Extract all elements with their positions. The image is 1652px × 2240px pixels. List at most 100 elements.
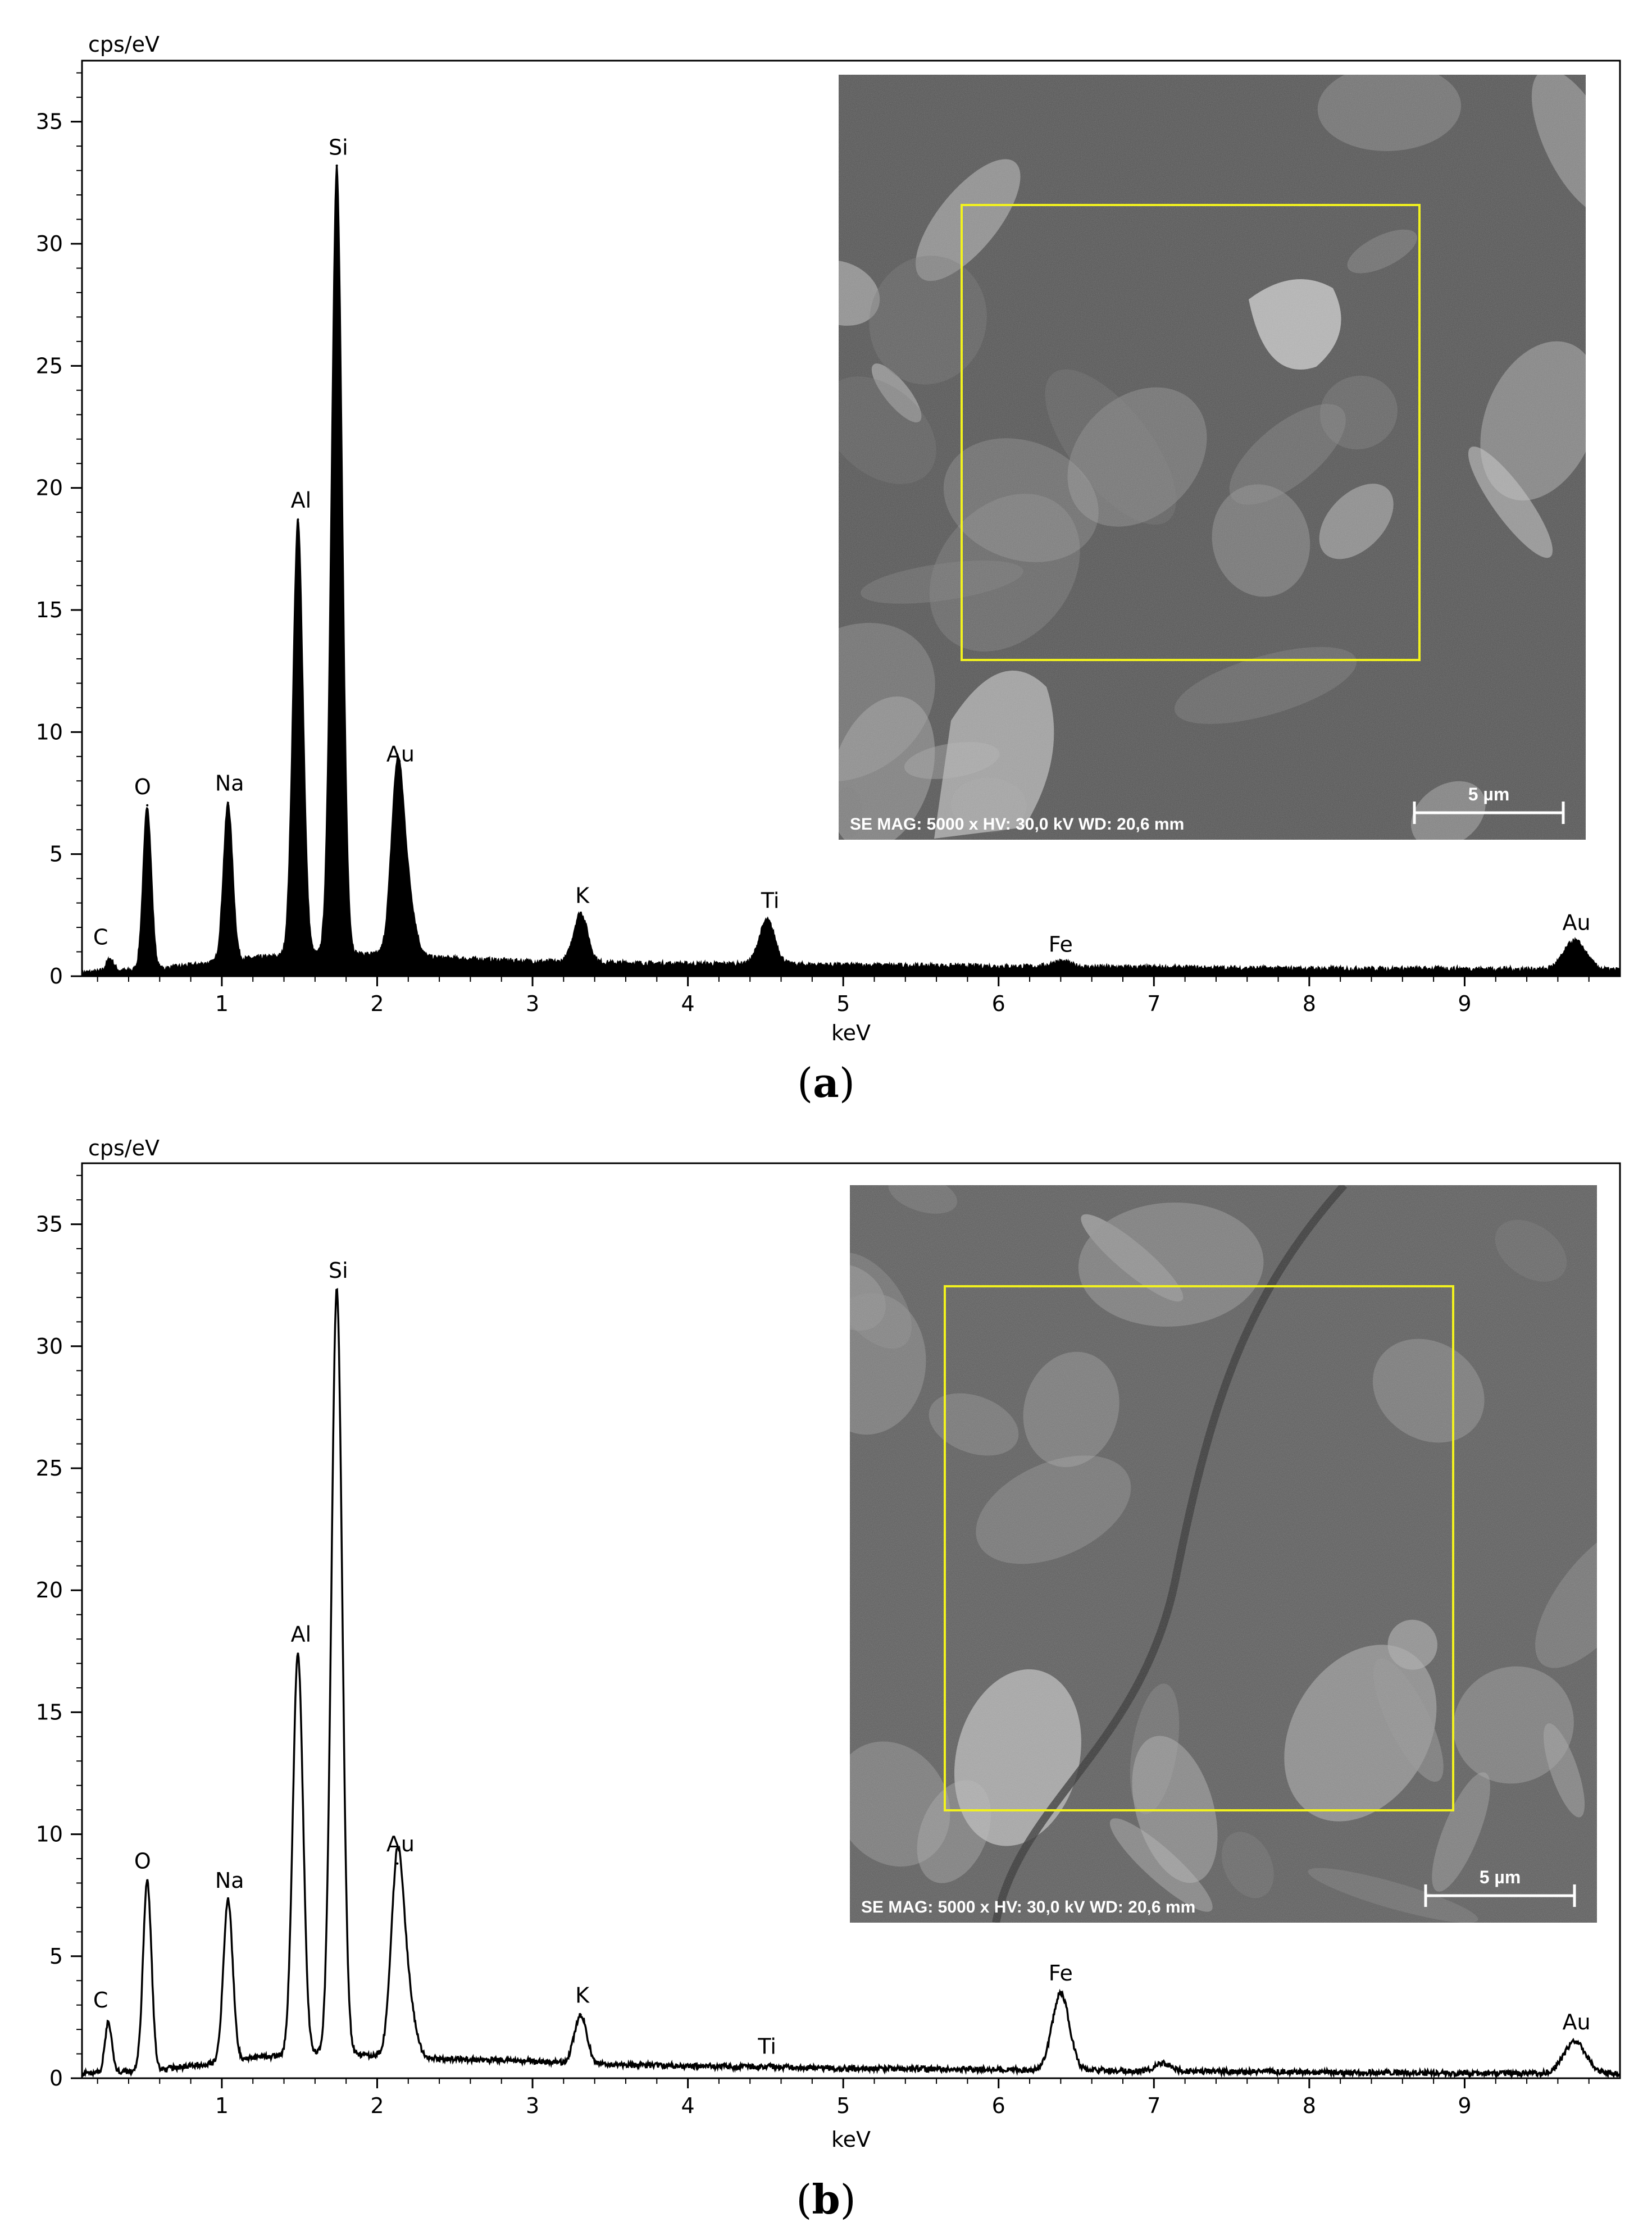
x-tick-label: 9	[1458, 2093, 1471, 2118]
peak-label-au: Au	[386, 741, 415, 766]
plot-frame	[81, 60, 1621, 977]
panel-caption: (a)	[797, 1059, 855, 1107]
peak-label-ti: Ti	[757, 2034, 776, 2059]
x-tick-label: 9	[1458, 991, 1471, 1016]
spectrum-area	[81, 164, 1621, 977]
y-tick-label: 35	[36, 1212, 63, 1237]
scale-bar-label: 5 µm	[1468, 784, 1510, 804]
peak-label-k: K	[575, 884, 590, 908]
peak-point	[108, 958, 111, 960]
plot-frame	[81, 1162, 1621, 2079]
peak-label-au: Au	[386, 1832, 415, 1856]
peak-label-c: C	[93, 1988, 108, 2013]
peak-point	[1059, 1991, 1062, 1994]
micrograph-noise	[850, 1185, 1597, 1923]
peak-point	[1573, 2040, 1576, 2043]
peak-label-na: Na	[215, 1868, 244, 1893]
y-axis-label: cps/eV	[88, 32, 160, 57]
peak-label-fe: Fe	[1049, 932, 1073, 957]
y-tick-label: 35	[36, 110, 63, 134]
y-axis-label: cps/eV	[88, 1136, 160, 1160]
x-tick-label: 8	[1303, 991, 1316, 1016]
y-tick-label: 5	[49, 1944, 63, 1969]
peak-label-al: Al	[291, 488, 312, 512]
x-axis-label: keV	[831, 2127, 871, 2152]
y-tick-label: 30	[36, 231, 63, 256]
peak-point	[146, 1879, 149, 1882]
peak-point	[396, 1862, 399, 1865]
x-tick-label: 5	[836, 991, 850, 1016]
x-tick-label: 1	[215, 2093, 229, 2118]
y-tick-label: 20	[36, 476, 63, 500]
peak-point	[396, 772, 399, 775]
x-tick-label: 8	[1303, 2093, 1316, 2118]
sem-info-text: SE MAG: 5000 x HV: 30,0 kV WD: 20,6 mm	[861, 1898, 1195, 1916]
peak-point	[335, 164, 338, 167]
x-tick-label: 3	[526, 991, 539, 1016]
analysis-area-frame	[944, 1285, 1454, 1811]
spectrum-line	[81, 1288, 1621, 2080]
eds-spectrum-chart-a: SE MAG: 5000 x HV: 30,0 kV WD: 20,6 mm 5 …	[36, 32, 1621, 1045]
peak-point	[766, 2065, 768, 2068]
peak-label-au: Au	[1563, 2010, 1591, 2034]
panel-b: SE MAG: 5000 x HV: 30,0 kV WD: 20,6 mm 5 …	[0, 1121, 1652, 2240]
scale-bar-label: 5 µm	[1480, 1867, 1521, 1887]
peak-point	[1573, 939, 1576, 942]
x-tick-label: 6	[992, 991, 1005, 1016]
peak-label-si: Si	[329, 1258, 348, 1283]
x-tick-label: 7	[1147, 991, 1161, 1016]
peak-label-al: Al	[291, 1622, 312, 1646]
y-tick-label: 10	[36, 1822, 63, 1847]
x-tick-label: 4	[681, 991, 695, 1016]
peak-point	[297, 518, 299, 521]
sem-micrograph-inset: SE MAG: 5000 x HV: 30,0 kV WD: 20,6 mm 5 …	[839, 75, 1586, 840]
y-tick-label: 15	[36, 598, 63, 622]
peak-label-au: Au	[1563, 910, 1591, 935]
x-tick-label: 1	[215, 991, 229, 1016]
peak-point	[107, 2021, 110, 2024]
micrograph-noise	[839, 75, 1586, 840]
peak-label-ti: Ti	[761, 888, 780, 913]
x-axis-label: keV	[831, 1021, 871, 1045]
x-tick-label: 3	[526, 2093, 539, 2118]
peak-point	[766, 919, 768, 922]
panel-a: SE MAG: 5000 x HV: 30,0 kV WD: 20,6 mm 5 …	[36, 32, 1621, 1107]
caption-label: a	[813, 1059, 839, 1107]
panel-caption: (b)	[796, 2175, 856, 2223]
y-tick-label: 10	[36, 720, 63, 744]
x-tick-label: 5	[836, 2093, 850, 2118]
peak-point	[226, 802, 229, 804]
peak-label-fe: Fe	[1049, 1961, 1073, 1986]
y-tick-label: 30	[36, 1334, 63, 1359]
y-tick-label: 25	[36, 353, 63, 378]
x-tick-label: 6	[992, 2093, 1005, 2118]
peak-label-k: K	[575, 1983, 590, 2007]
peak-label-na: Na	[215, 771, 244, 796]
y-tick-label: 20	[36, 1578, 63, 1602]
x-tick-label: 2	[370, 2093, 384, 2118]
x-tick-label: 2	[370, 991, 384, 1016]
peak-label-si: Si	[329, 135, 348, 160]
y-tick-label: 0	[49, 964, 63, 989]
peak-label-o: O	[134, 1849, 151, 1873]
x-tick-label: 7	[1147, 2093, 1161, 2118]
sem-info-text: SE MAG: 5000 x HV: 30,0 kV WD: 20,6 mm	[850, 815, 1184, 834]
y-tick-label: 25	[36, 1456, 63, 1481]
peak-point	[579, 911, 582, 914]
caption-label: b	[812, 2175, 840, 2223]
peak-point	[335, 1289, 338, 1291]
y-tick-label: 0	[49, 2066, 63, 2091]
peak-label-o: O	[134, 775, 151, 799]
eds-spectrum-chart-b: SE MAG: 5000 x HV: 30,0 kV WD: 20,6 mm 5 …	[36, 1136, 1621, 2152]
peak-point	[226, 1898, 229, 1901]
x-tick-label: 4	[681, 2093, 695, 2118]
analysis-area-frame	[961, 204, 1421, 661]
y-tick-label: 15	[36, 1700, 63, 1724]
peak-label-c: C	[93, 925, 108, 949]
sem-micrograph-inset: SE MAG: 5000 x HV: 30,0 kV WD: 20,6 mm 5 …	[850, 1185, 1597, 1923]
peak-point	[579, 2014, 582, 2016]
peak-point	[1059, 960, 1062, 963]
peak-point	[297, 1652, 299, 1655]
y-tick-label: 5	[49, 842, 63, 867]
peak-point	[146, 804, 149, 807]
